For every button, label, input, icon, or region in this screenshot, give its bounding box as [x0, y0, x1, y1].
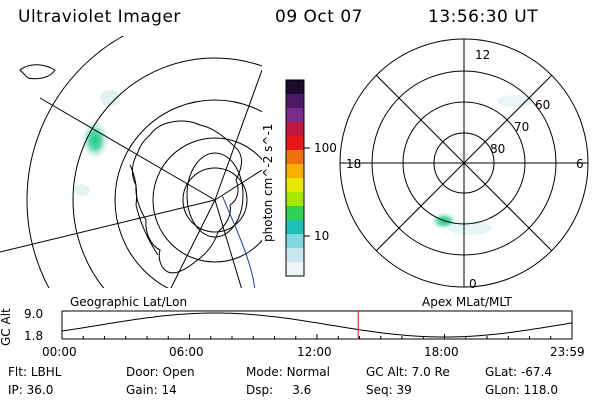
info-label: GLon:	[485, 383, 520, 397]
info-glon: GLon: 118.0	[485, 384, 558, 396]
info-label: Flt:	[8, 365, 27, 379]
time-ticks	[61, 334, 573, 339]
oval-outline	[186, 152, 244, 238]
info-label: Gain:	[126, 383, 158, 397]
colorbar-band	[286, 164, 304, 179]
colorbar	[286, 80, 304, 277]
mlat-60-label: 60	[535, 98, 551, 112]
info-value: Open	[162, 365, 195, 379]
meridian	[214, 169, 262, 201]
colorbar-band	[286, 80, 304, 95]
info-label: Mode:	[246, 365, 283, 379]
aurora-faint	[74, 184, 90, 196]
colorbar-band	[286, 262, 304, 277]
latitude-circle	[114, 99, 262, 288]
aurora-faint	[448, 221, 492, 235]
info-label: Dsp:	[246, 383, 274, 397]
date-label: 09 Oct 07	[275, 7, 363, 27]
mlat-70-label: 70	[514, 120, 530, 134]
colorbar-band	[286, 108, 304, 123]
instrument-title: Ultraviolet Imager	[18, 7, 181, 27]
left-caption: Geographic Lat/Lon	[70, 295, 188, 309]
info-value: 39	[396, 383, 412, 397]
time-label: 13:56:30 UT	[428, 7, 539, 27]
latitude-circle	[26, 36, 125, 288]
time-tick-4: 23:59	[550, 345, 585, 359]
info-ip: IP: 36.0	[8, 384, 53, 396]
info-label: Door:	[126, 365, 159, 379]
meridian	[170, 199, 216, 288]
colorbar-band	[286, 248, 304, 263]
colorbar-band	[286, 136, 304, 151]
info-filter: Flt: LBHL	[8, 366, 61, 378]
colorbar-band	[286, 178, 304, 193]
mlt-6-label: 6	[576, 157, 584, 171]
info-glat: GLat: -67.4	[485, 366, 552, 378]
info-mode: Mode: Normal	[246, 366, 330, 378]
info-value: 36.0	[26, 383, 54, 397]
meridian	[0, 199, 216, 253]
aurora-faint	[497, 95, 533, 107]
colorbar-band	[286, 192, 304, 207]
geographic-map	[0, 36, 262, 288]
polar-plot	[339, 38, 589, 288]
mlt-18-label: 18	[346, 157, 362, 171]
info-label: GC Alt:	[366, 365, 408, 379]
info-door: Door: Open	[126, 366, 195, 378]
altitude-ylabel: GC Alt	[0, 308, 13, 346]
info-value: Normal	[286, 365, 330, 379]
info-label: GLat:	[485, 365, 518, 379]
colorbar-label: photon cm^-2 s^-1	[261, 123, 275, 242]
colorbar-tick-100: 100	[314, 141, 337, 155]
colorbar-label-text: photon cm^-2 s^-1	[261, 123, 275, 242]
info-value: 3.6	[292, 383, 312, 397]
info-value: -67.4	[520, 365, 552, 379]
colorbar-band	[286, 206, 304, 221]
info-value: LBHL	[30, 365, 62, 379]
meridian	[214, 69, 262, 201]
info-gain: Gain: 14	[126, 384, 177, 396]
colorbar-tick-10: 10	[314, 229, 330, 243]
aurora-spot	[81, 120, 109, 160]
meridian	[39, 97, 216, 201]
colorbar-band	[286, 122, 304, 137]
info-value: 118.0	[523, 383, 558, 397]
colorbar-band	[286, 220, 304, 235]
info-dsp: Dsp: 3.6	[246, 384, 311, 396]
time-tick-1: 06:00	[169, 345, 204, 359]
info-value: 7.0 Re	[411, 365, 450, 379]
time-tick-2: 12:00	[297, 345, 332, 359]
altitude-curve	[61, 312, 573, 338]
coastline	[19, 64, 56, 80]
latitude-circle	[152, 137, 262, 263]
colorbar-band	[286, 234, 304, 249]
polar-axis	[375, 74, 553, 252]
time-tick-0: 00:00	[42, 345, 77, 359]
latitude-circle	[182, 167, 248, 233]
colorbar-frame	[285, 79, 305, 277]
time-tick-3: 18:00	[424, 345, 459, 359]
colorbar-band	[286, 94, 304, 109]
right-caption: Apex MLat/MLT	[422, 295, 512, 309]
terminator-line	[221, 194, 256, 288]
info-label: Seq:	[366, 383, 393, 397]
latitude-circle	[72, 57, 262, 288]
aurora-faint	[100, 90, 120, 106]
altitude-ytick-min: 1.8	[24, 329, 44, 343]
mlat-80-label: 80	[490, 142, 506, 156]
colorbar-band	[286, 150, 304, 165]
info-value: 14	[161, 383, 177, 397]
info-gc-alt: GC Alt: 7.0 Re	[366, 366, 450, 378]
info-label: IP:	[8, 383, 23, 397]
altitude-ylabel-text: GC Alt	[0, 308, 13, 346]
altitude-ytick-max: 9.0	[24, 307, 44, 321]
coastline	[129, 164, 159, 256]
mlt-0-label: 0	[469, 277, 477, 291]
mlt-12-label: 12	[475, 48, 491, 62]
meridian	[214, 199, 242, 288]
info-seq: Seq: 39	[366, 384, 412, 396]
